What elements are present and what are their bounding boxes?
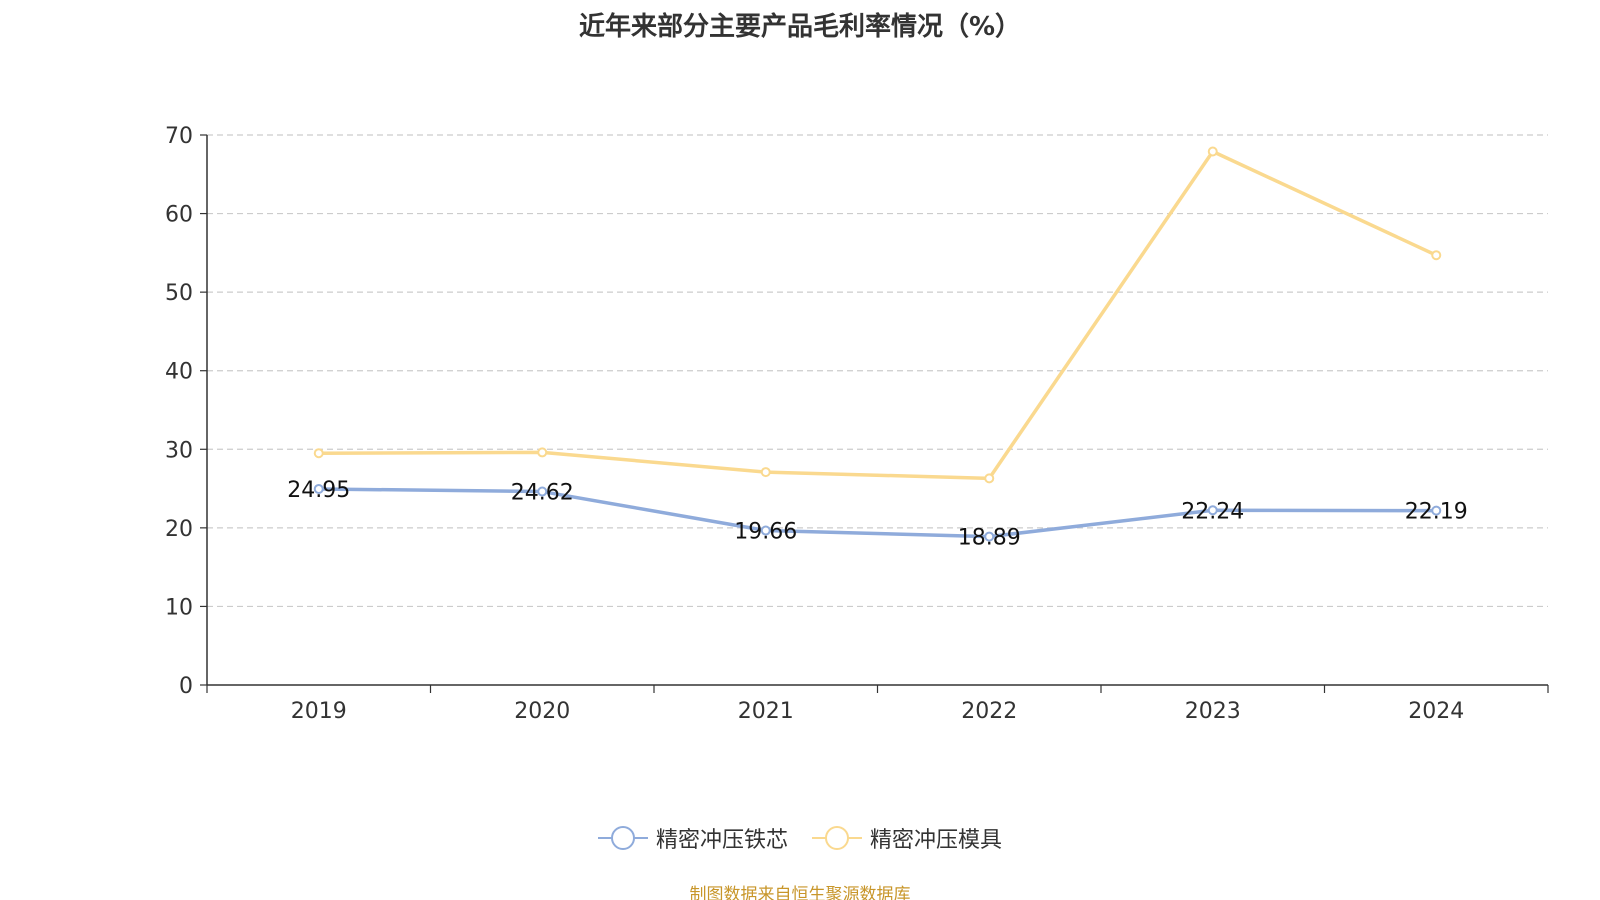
x-tick-label-2019: 2019	[291, 699, 347, 724]
series-1-point-2019	[313, 483, 324, 494]
y-tick-label-20: 20	[165, 517, 193, 542]
y-tick-label-0: 0	[179, 674, 193, 699]
series-2-point-2024	[1431, 250, 1442, 261]
series-2-point-2019	[313, 448, 324, 459]
x-tick-label-2024: 2024	[1408, 699, 1464, 724]
series-1-data-label-2022: 18.89	[958, 526, 1021, 551]
label-layer: 24.95 24.62 19.66 18.89 22.24 22.19	[287, 478, 1467, 551]
y-tick-label-40: 40	[165, 360, 193, 385]
series-1-point-2022	[984, 531, 995, 542]
y-tick-label-70: 70	[165, 124, 193, 149]
series-2-point-2022	[984, 473, 995, 484]
legend-swatch-series-1-icon	[597, 826, 648, 850]
series-2-point-2020	[537, 447, 548, 458]
source-note: 制图数据来自恒生聚源数据库	[689, 885, 911, 900]
series-layer	[313, 146, 1442, 542]
x-tick-label-2023: 2023	[1185, 699, 1241, 724]
series-2-point-2021	[760, 467, 771, 478]
x-tick-label-2020: 2020	[514, 699, 570, 724]
series-1-point-2021	[760, 525, 771, 536]
series-1-data-label-2023: 22.24	[1181, 499, 1244, 524]
y-tick-label-50: 50	[165, 281, 193, 306]
legend-item-series-1[interactable]: 精密冲压铁芯	[597, 822, 788, 854]
series-1-data-label-2021: 19.66	[734, 520, 797, 545]
legend-label-series-2: 精密冲压模具	[870, 828, 1003, 853]
series-1-data-label-2019: 24.95	[287, 478, 350, 503]
legend-swatch-series-2-icon	[812, 826, 862, 850]
series-1-line	[318, 487, 1437, 539]
axis-layer: 0 10 20 30 40 50 60 70 2019 2020 2021 2022 2023 2024	[165, 124, 1549, 724]
series-2-point-2023	[1207, 146, 1218, 157]
chart-title: 近年来部分主要产品毛利率情况（%）	[578, 12, 1022, 42]
y-tick-label-60: 60	[165, 203, 193, 228]
x-tick-label-2021: 2021	[738, 699, 794, 724]
legend-item-series-2[interactable]: 精密冲压模具	[812, 822, 1002, 854]
y-tick-label-10: 10	[165, 595, 193, 620]
legend-label-series-1: 精密冲压铁芯	[655, 828, 788, 853]
series-2-line	[318, 149, 1437, 481]
legend: 精密冲压铁芯 精密冲压模具	[0, 822, 1600, 854]
y-tick-label-30: 30	[165, 438, 193, 463]
x-tick-label-2022: 2022	[961, 699, 1017, 724]
series-1-point-2024	[1431, 505, 1442, 516]
series-1-point-2023	[1207, 505, 1218, 516]
series-1-point-2020	[537, 486, 548, 497]
series-1-data-label-2024: 22.19	[1405, 500, 1468, 525]
series-1-data-label-2020: 24.62	[511, 481, 574, 506]
grid-layer	[207, 134, 1548, 608]
